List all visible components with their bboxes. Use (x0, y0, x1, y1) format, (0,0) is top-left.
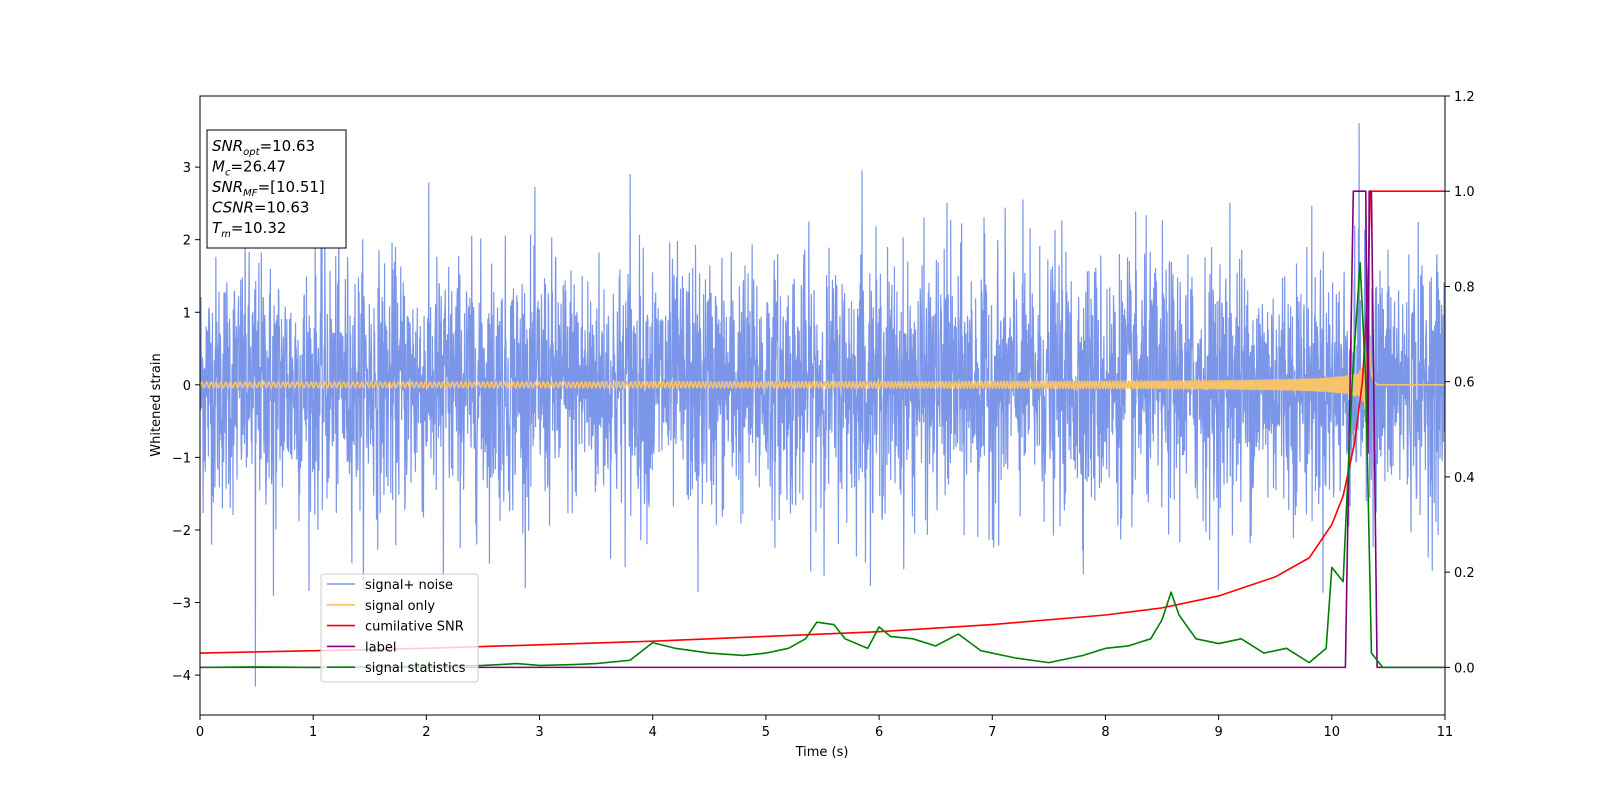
y-right-tick-label-6: 1.2 (1454, 90, 1475, 105)
series-line-4 (200, 261, 1445, 669)
series-line-1 (200, 311, 1445, 443)
x-axis-label: Time (s) (795, 745, 849, 760)
info-line-2: SNRMF=[10.51] (212, 178, 325, 199)
legend-label-4: signal statistics (365, 661, 466, 676)
y-right-tick-label-2: 0.4 (1454, 471, 1475, 486)
x-tick-label-7: 7 (988, 725, 996, 740)
info-line-1: Mc=26.47 (212, 158, 286, 179)
legend-label-3: label (365, 640, 396, 655)
x-tick-label-6: 6 (875, 725, 883, 740)
x-tick-label-4: 4 (649, 725, 657, 740)
y-axis-right: 0.0 0.2 0.4 0.6 0.8 1.0 1.2 (1445, 90, 1475, 676)
series-line-2 (200, 190, 1445, 654)
info-box: SNRopt=10.63Mc=26.47SNRMF=[10.51]CSNR=10… (206, 129, 347, 249)
x-tick-label-1: 1 (309, 725, 317, 740)
legend-frame (320, 573, 479, 683)
x-tick-label-8: 8 (1101, 725, 1109, 740)
y-right-tick-label-0: 0.0 (1454, 661, 1475, 676)
plot-area (200, 122, 1445, 687)
x-tick-label-11: 11 (1437, 725, 1454, 740)
y-left-tick-label-3: −1 (172, 451, 191, 466)
info-line-0: SNRopt=10.63 (212, 137, 315, 158)
y-left-tick-label-2: −2 (172, 524, 191, 539)
info-box-frame (206, 129, 347, 249)
y-right-tick-label-1: 0.2 (1454, 566, 1475, 581)
x-tick-label-5: 5 (762, 725, 770, 740)
x-tick-label-10: 10 (1324, 725, 1341, 740)
x-tick-label-3: 3 (535, 725, 543, 740)
axes-frame (199, 95, 1446, 716)
y-right-tick-label-4: 0.8 (1454, 280, 1475, 295)
legend: signal+ noise signal only cumilative SNR la… (320, 573, 479, 683)
y-axis-label: Whitened strain (149, 353, 164, 456)
y-right-tick-label-3: 0.6 (1454, 376, 1475, 391)
legend-label-0: signal+ noise (365, 578, 453, 593)
x-tick-label-2: 2 (422, 725, 430, 740)
y-left-tick-label-7: 3 (183, 161, 191, 176)
legend-label-2: cumilative SNR (365, 620, 464, 635)
legend-label-1: signal only (365, 599, 435, 614)
y-left-tick-label-4: 0 (183, 379, 191, 394)
x-tick-label-9: 9 (1214, 725, 1222, 740)
info-line-4: Tm=10.32 (212, 219, 286, 240)
info-line-3: CSNR=10.63 (212, 199, 309, 217)
x-axis: 0 1 2 3 4 5 6 7 8 9 10 11 (196, 715, 1453, 740)
x-tick-label-0: 0 (196, 725, 204, 740)
y-axis-left: −4 −3 −2 −1 0 1 2 3 (172, 161, 200, 684)
y-left-tick-label-6: 2 (183, 234, 191, 249)
y-left-tick-label-0: −4 (172, 669, 191, 684)
y-left-tick-label-5: 1 (183, 306, 191, 321)
y-right-tick-label-5: 1.0 (1454, 185, 1475, 200)
y-left-tick-label-1: −3 (172, 597, 191, 612)
